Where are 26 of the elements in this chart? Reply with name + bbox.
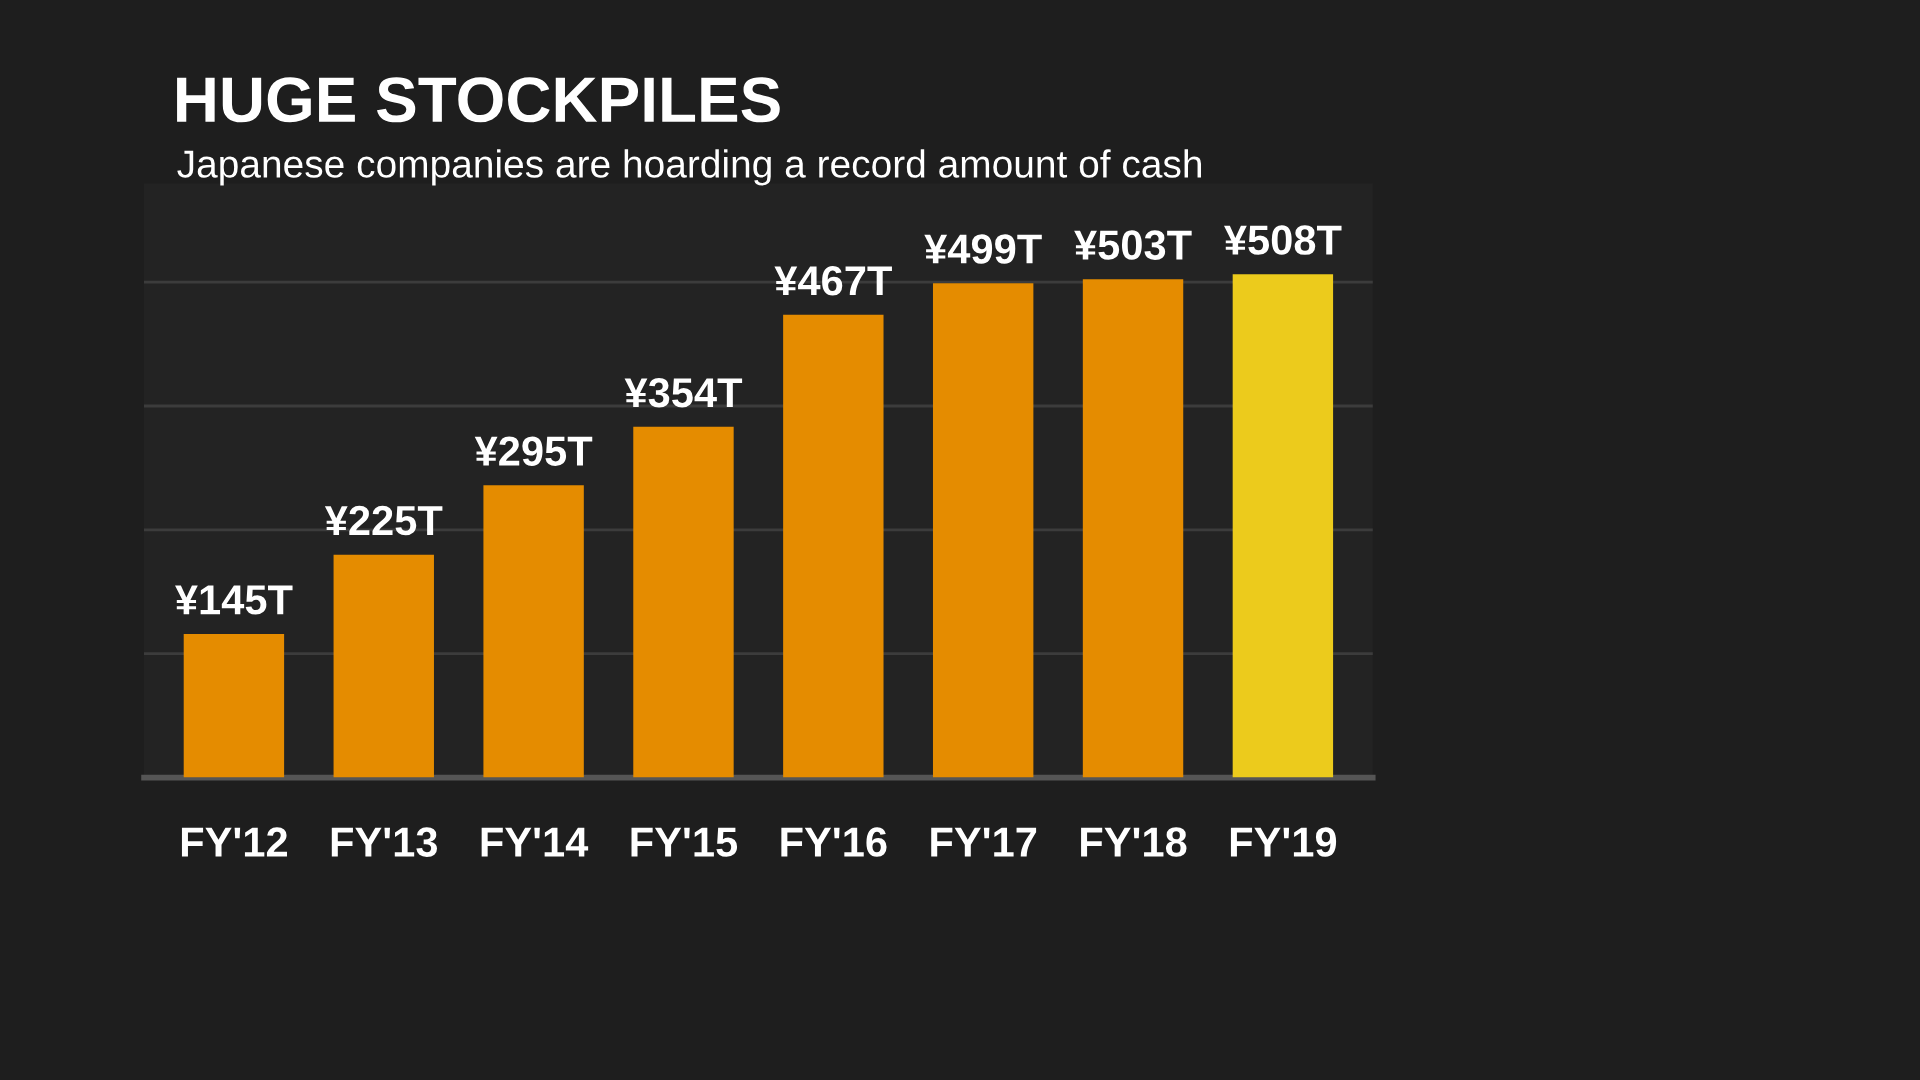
data-label: ¥225T (324, 505, 443, 536)
data-label: ¥508T (1223, 225, 1342, 255)
x-tick-label: FY'19 (1230, 827, 1337, 857)
x-tick-label: FY'16 (781, 827, 887, 857)
x-tick-label: FY'18 (1081, 827, 1187, 857)
x-tick-label: FY'14 (481, 827, 589, 857)
bar (633, 426, 734, 778)
bar (1232, 274, 1334, 778)
data-label: ¥354T (624, 377, 743, 408)
data-label: ¥467T (774, 265, 892, 296)
bar (932, 283, 1034, 778)
x-tick-label: FY'15 (631, 827, 738, 857)
chart-subtitle: Japanese companies are hoarding a record amount of cash (177, 149, 1201, 186)
x-tick-label: FY'12 (181, 827, 287, 857)
x-tick-label: FY'13 (331, 827, 438, 857)
data-label: ¥499T (924, 234, 1042, 264)
chart-title: HUGE STOCKPILES (177, 77, 780, 123)
data-label: ¥503T (1074, 230, 1192, 260)
x-tick-label: FY'17 (931, 827, 1037, 857)
bar (333, 554, 434, 778)
bar (783, 314, 884, 778)
bar (1082, 279, 1184, 778)
bar (483, 485, 584, 778)
data-label: ¥295T (474, 436, 593, 466)
data-label: ¥145T (175, 585, 293, 615)
bar (183, 633, 285, 778)
